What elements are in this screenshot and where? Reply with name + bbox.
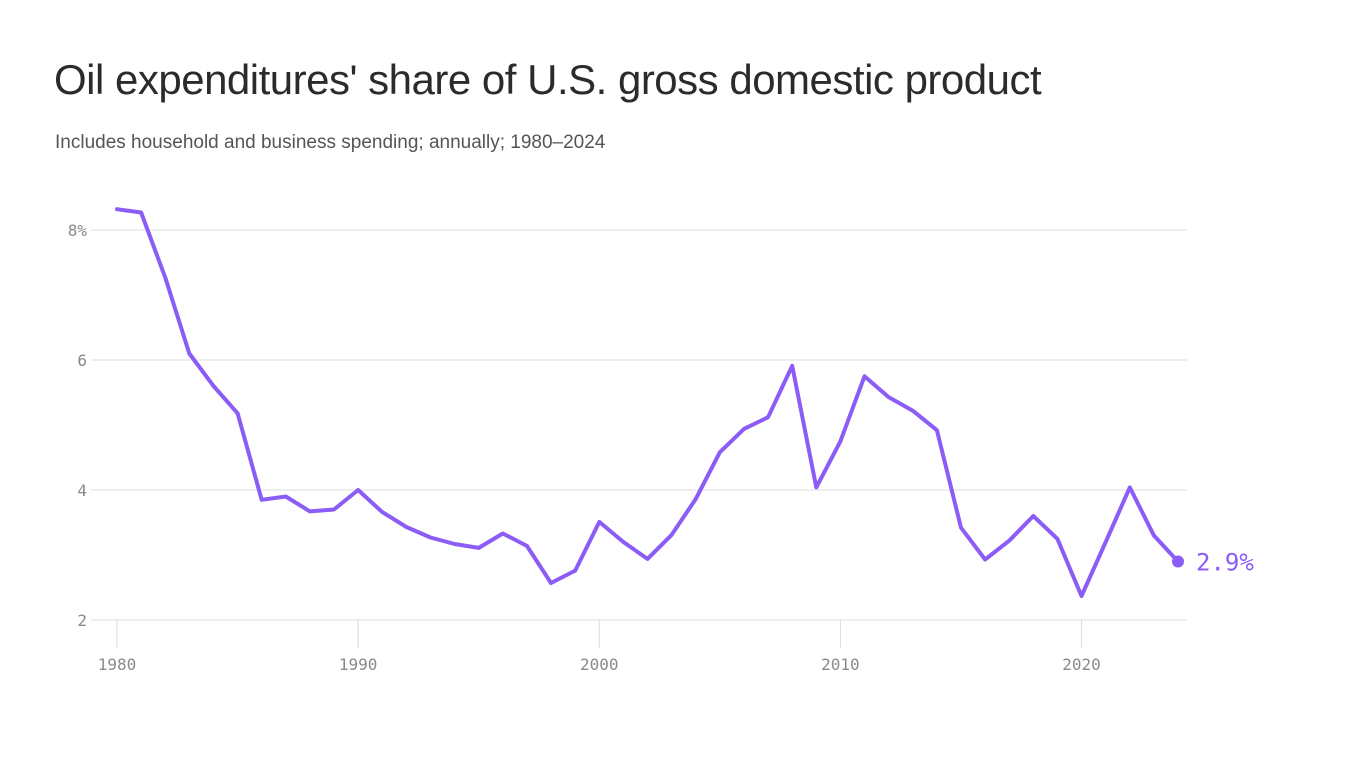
y-tick-label: 4 — [77, 481, 87, 500]
x-tick-label: 1980 — [98, 655, 137, 674]
chart-subtitle: Includes household and business spending… — [55, 132, 606, 153]
y-tick-label: 6 — [77, 351, 87, 370]
end-value-label: 2.9% — [1196, 549, 1254, 577]
end-point — [1172, 555, 1184, 568]
x-tick-label: 2010 — [821, 655, 860, 674]
y-tick-label: 8% — [68, 221, 88, 240]
x-tick-label: 2020 — [1062, 655, 1101, 674]
x-tick-label: 1990 — [339, 655, 378, 674]
chart-title: Oil expenditures' share of U.S. gross do… — [54, 56, 1042, 103]
y-tick-label: 2 — [77, 611, 87, 630]
x-tick-label: 2000 — [580, 655, 619, 674]
data-line — [115, 207, 1180, 598]
